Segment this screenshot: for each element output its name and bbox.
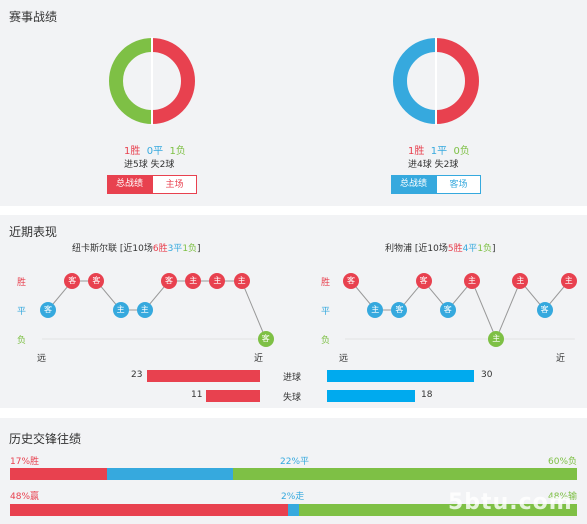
bar-segment-win bbox=[10, 504, 288, 516]
home-win-axis-label: 胜 bbox=[17, 278, 27, 288]
away-match-dot[interactable]: 主 bbox=[367, 302, 384, 318]
away-total-record-button[interactable]: 总战绩 bbox=[391, 175, 436, 194]
away-near-label: 近 bbox=[556, 354, 566, 364]
home-near-label: 近 bbox=[254, 354, 264, 364]
home-match-dot[interactable]: 主 bbox=[233, 273, 250, 289]
away-conceded-bar bbox=[327, 390, 416, 402]
away-match-dot[interactable]: 主 bbox=[488, 331, 505, 347]
watermark: 5btu.com bbox=[448, 490, 573, 515]
away-match-dot[interactable]: 客 bbox=[439, 302, 456, 318]
home-goals: 进5球 失2球 bbox=[124, 160, 175, 170]
record-panel: 赛事战绩 1胜 0平 1负 进5球 失2球 总战绩 主场 1胜 1平 0负 进4… bbox=[0, 0, 587, 206]
h2h-win-label: 17%胜 bbox=[10, 457, 40, 467]
h2h-handicap-bar bbox=[10, 504, 578, 516]
home-form-line bbox=[42, 280, 272, 340]
h2h-loss-label: 60%负 bbox=[548, 457, 578, 467]
away-record-summary: 1胜 1平 0负 bbox=[408, 142, 470, 157]
home-match-dot[interactable]: 主 bbox=[112, 302, 129, 318]
home-total-record-button[interactable]: 总战绩 bbox=[107, 175, 152, 194]
away-match-dot[interactable]: 客 bbox=[415, 273, 432, 289]
h2h-handicap-push-label: 2%走 bbox=[281, 492, 305, 502]
away-win-count: 1胜 bbox=[408, 146, 425, 157]
h2h-draw-label: 22%平 bbox=[280, 457, 310, 467]
home-venue-button[interactable]: 主场 bbox=[152, 175, 197, 194]
donut-slice-win bbox=[151, 38, 195, 124]
away-scored-value: 30 bbox=[481, 370, 493, 380]
away-form-line bbox=[345, 280, 575, 341]
home-scored-bar bbox=[147, 370, 260, 382]
away-far-label: 远 bbox=[339, 354, 349, 364]
home-form-header: 纽卡斯尔联 [近10场6胜3平1负] bbox=[72, 244, 201, 254]
home-match-dot[interactable]: 客 bbox=[257, 331, 274, 347]
home-match-dot[interactable]: 主 bbox=[185, 273, 202, 289]
home-match-dot[interactable]: 客 bbox=[88, 273, 105, 289]
donut-slice-draw bbox=[393, 38, 437, 124]
bar-segment-draw bbox=[287, 504, 300, 516]
home-record-summary: 1胜 0平 1负 bbox=[124, 142, 186, 157]
bar-segment-win bbox=[10, 468, 108, 480]
home-match-dot[interactable]: 主 bbox=[136, 302, 153, 318]
recent-form-title: 近期表现 bbox=[9, 225, 58, 239]
h2h-handicap-loss-label: 48%输 bbox=[548, 492, 578, 502]
donut-slice-win bbox=[435, 38, 479, 124]
home-loss-count: 1负 bbox=[169, 146, 186, 157]
h2h-result-bar bbox=[10, 468, 577, 480]
away-match-dot[interactable]: 客 bbox=[391, 302, 408, 318]
away-conceded-value: 18 bbox=[421, 390, 433, 400]
home-win-count: 1胜 bbox=[124, 146, 141, 157]
home-conceded-bar bbox=[206, 390, 260, 402]
home-match-dot[interactable]: 客 bbox=[64, 273, 81, 289]
away-record-donut bbox=[393, 37, 479, 125]
h2h-panel: 历史交锋往绩 17%胜 22%平 60%负 48%赢 2%走 48%输 5btu… bbox=[0, 418, 587, 524]
away-match-dot[interactable]: 主 bbox=[512, 273, 529, 289]
away-form-path bbox=[350, 280, 570, 341]
away-loss-axis-label: 负 bbox=[321, 336, 331, 346]
away-match-dot[interactable]: 客 bbox=[343, 273, 359, 289]
away-goals: 进4球 失2球 bbox=[408, 160, 459, 170]
donut-slice-loss bbox=[109, 38, 153, 124]
bar-segment-loss bbox=[299, 504, 578, 516]
away-form-header: 利物浦 [近10场5胜4平1负] bbox=[385, 244, 496, 254]
form-lines bbox=[42, 280, 575, 341]
away-draw-count: 1平 bbox=[430, 146, 448, 157]
away-match-dot[interactable]: 主 bbox=[560, 273, 577, 289]
home-draw-count: 0平 bbox=[146, 146, 164, 157]
scored-label: 进球 bbox=[283, 373, 302, 383]
home-conceded-value: 11 bbox=[191, 390, 203, 400]
away-win-axis-label: 胜 bbox=[321, 278, 331, 288]
home-form-path bbox=[47, 280, 267, 340]
home-record-donut bbox=[109, 37, 195, 125]
home-scored-value: 23 bbox=[131, 370, 143, 380]
h2h-title: 历史交锋往绩 bbox=[9, 432, 82, 446]
away-scored-bar bbox=[327, 370, 474, 382]
home-loss-axis-label: 负 bbox=[17, 336, 27, 346]
away-match-dot[interactable]: 客 bbox=[536, 302, 553, 318]
home-match-dot[interactable]: 主 bbox=[209, 273, 226, 289]
away-loss-count: 0负 bbox=[453, 146, 470, 157]
record-donuts bbox=[109, 37, 479, 125]
away-match-dot[interactable]: 主 bbox=[464, 273, 480, 289]
away-draw-axis-label: 平 bbox=[321, 307, 331, 317]
home-match-dot[interactable]: 客 bbox=[161, 273, 177, 289]
home-far-label: 远 bbox=[37, 354, 47, 364]
bar-segment-draw bbox=[107, 468, 234, 480]
home-match-dot[interactable]: 客 bbox=[40, 302, 56, 318]
away-team-name: 利物浦 bbox=[385, 244, 413, 254]
home-team-name: 纽卡斯尔联 bbox=[72, 244, 118, 254]
conceded-label: 失球 bbox=[283, 393, 302, 403]
recent-form-panel: 近期表现 纽卡斯尔联 [近10场6胜3平1负] 利物浦 [近10场5胜4平1负]… bbox=[0, 215, 587, 408]
away-venue-button[interactable]: 客场 bbox=[436, 175, 481, 194]
h2h-handicap-win-label: 48%赢 bbox=[10, 492, 40, 502]
home-draw-axis-label: 平 bbox=[17, 307, 27, 317]
record-title: 赛事战绩 bbox=[9, 10, 58, 24]
bar-segment-loss bbox=[233, 468, 577, 480]
